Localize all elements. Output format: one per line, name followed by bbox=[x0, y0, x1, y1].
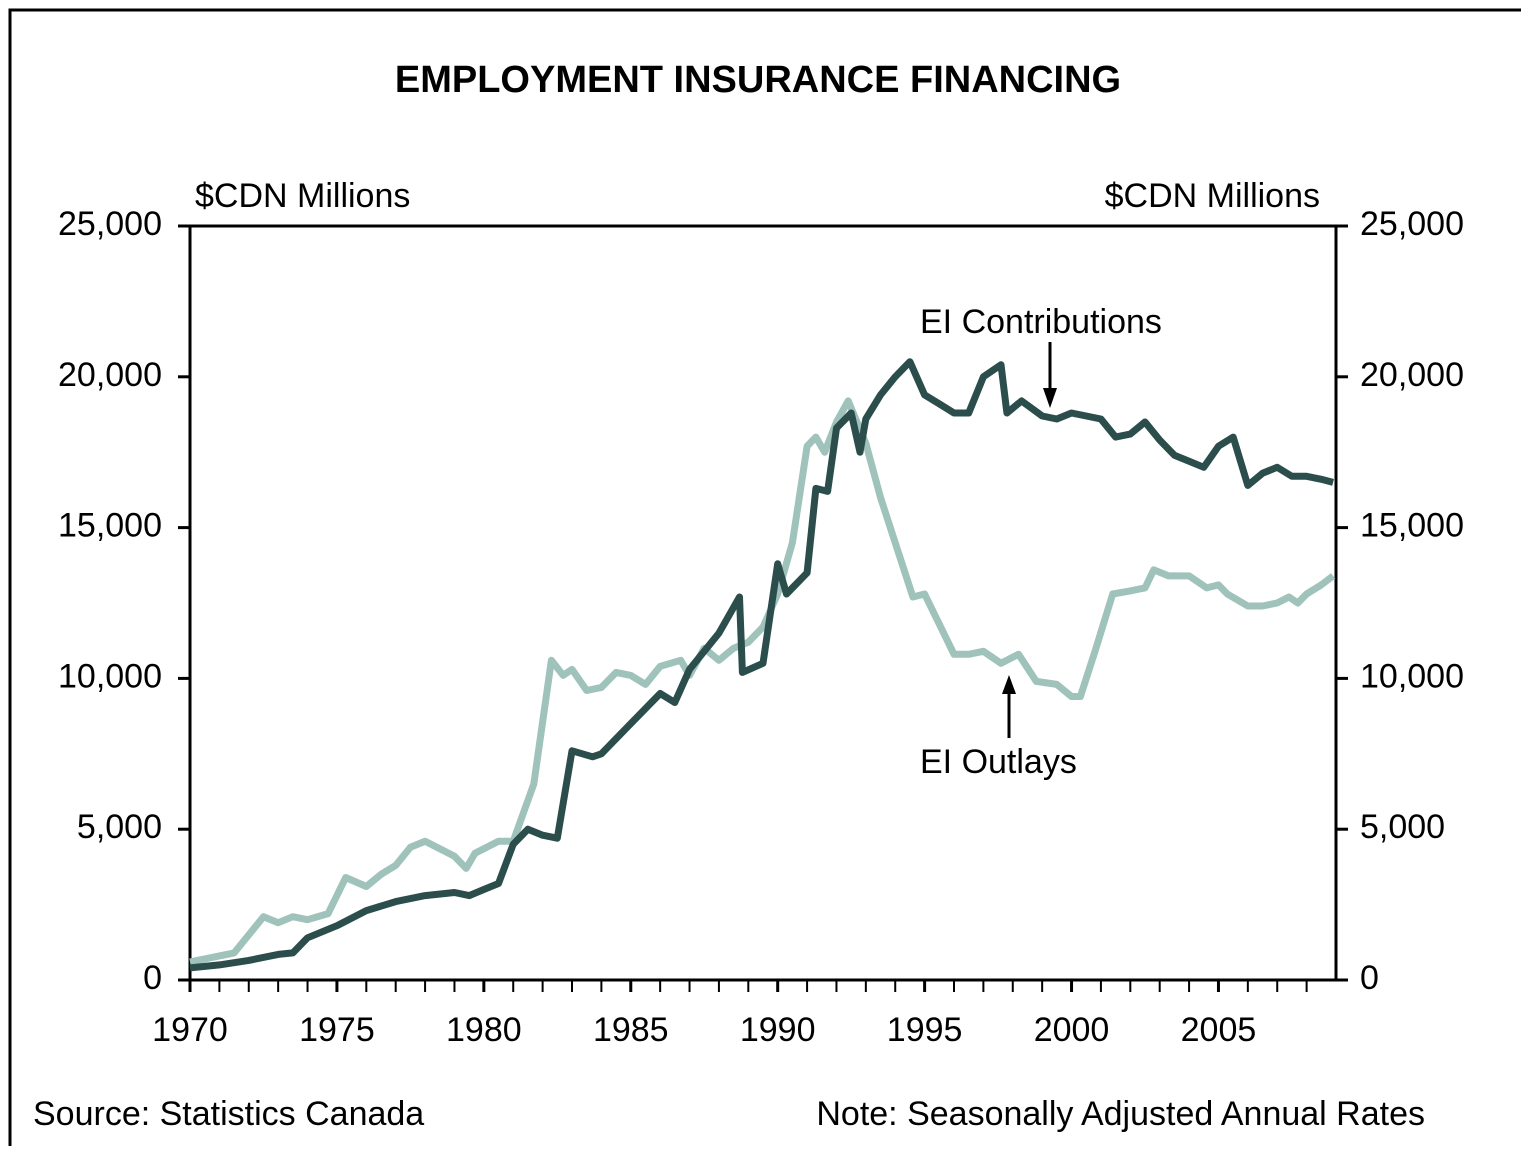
arrows bbox=[1002, 342, 1057, 738]
y-tick-label: 0 bbox=[143, 959, 162, 997]
x-tick-label: 1995 bbox=[887, 1011, 963, 1049]
x-tick-label: 1970 bbox=[152, 1011, 228, 1049]
y-tick-label: 10,000 bbox=[58, 657, 162, 695]
x-tick-label: 2005 bbox=[1181, 1011, 1257, 1049]
x-tick-label: 1980 bbox=[446, 1011, 522, 1049]
note: Note: Seasonally Adjusted Annual Rates bbox=[816, 1095, 1425, 1133]
y2-tick-label: 5,000 bbox=[1360, 808, 1445, 846]
y2-axis-label: $CDN Millions bbox=[1105, 177, 1320, 215]
arrow-head bbox=[1043, 388, 1057, 408]
y2-tick-label: 20,000 bbox=[1360, 356, 1464, 394]
chart-title: EMPLOYMENT INSURANCE FINANCING bbox=[395, 59, 1121, 101]
y2-tick-label: 10,000 bbox=[1360, 657, 1464, 695]
y2-tick-label: 25,000 bbox=[1360, 205, 1464, 243]
x-tick-label: 1990 bbox=[740, 1011, 816, 1049]
series-line bbox=[189, 397, 1336, 966]
series-line bbox=[189, 358, 1334, 972]
x-tick-label: 1985 bbox=[593, 1011, 669, 1049]
y-axis-label: $CDN Millions bbox=[195, 177, 410, 215]
x-tick-label: 1975 bbox=[299, 1011, 375, 1049]
arrow-head bbox=[1002, 675, 1016, 694]
frame bbox=[8, 8, 1521, 1151]
y2-tick-label: 15,000 bbox=[1360, 507, 1464, 545]
y-tick-label: 15,000 bbox=[58, 507, 162, 545]
source: Source: Statistics Canada bbox=[33, 1095, 424, 1133]
y-tick-label: 5,000 bbox=[77, 808, 162, 846]
y2-tick-label: 0 bbox=[1360, 959, 1379, 997]
annotation: EI Outlays bbox=[920, 743, 1077, 781]
x-tick-label: 2000 bbox=[1034, 1011, 1110, 1049]
y-tick-label: 25,000 bbox=[58, 205, 162, 243]
annotation: EI Contributions bbox=[920, 303, 1162, 341]
y-tick-label: 20,000 bbox=[58, 356, 162, 394]
